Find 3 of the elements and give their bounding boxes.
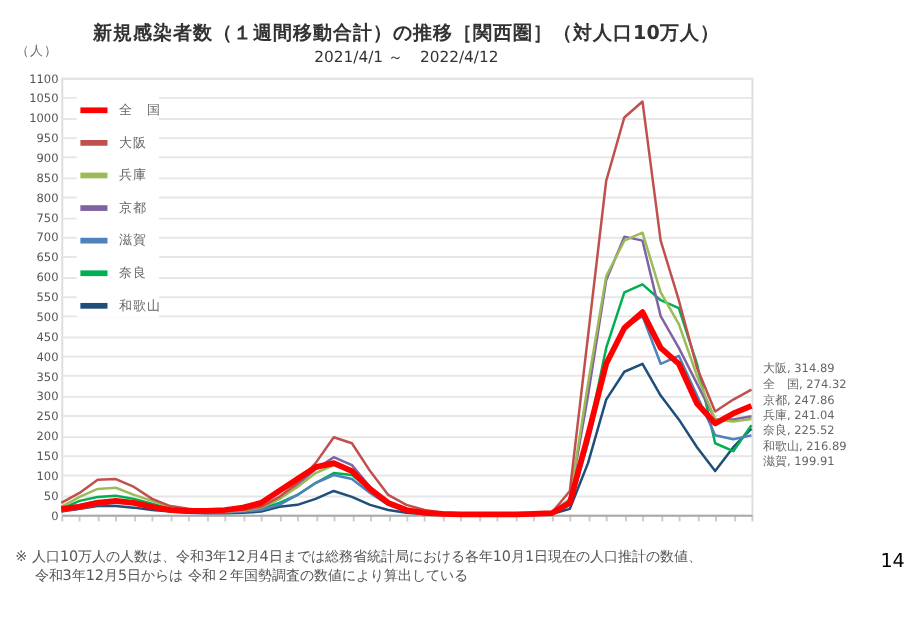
- text: 14: [880, 550, 905, 573]
- chart-subtitle: 2021/4/1 ～ 2022/4/12: [314, 48, 499, 67]
- chart-title: 新規感染者数（１週間移動合計）の推移［関西圏］（対人口10万人）: [91, 21, 720, 46]
